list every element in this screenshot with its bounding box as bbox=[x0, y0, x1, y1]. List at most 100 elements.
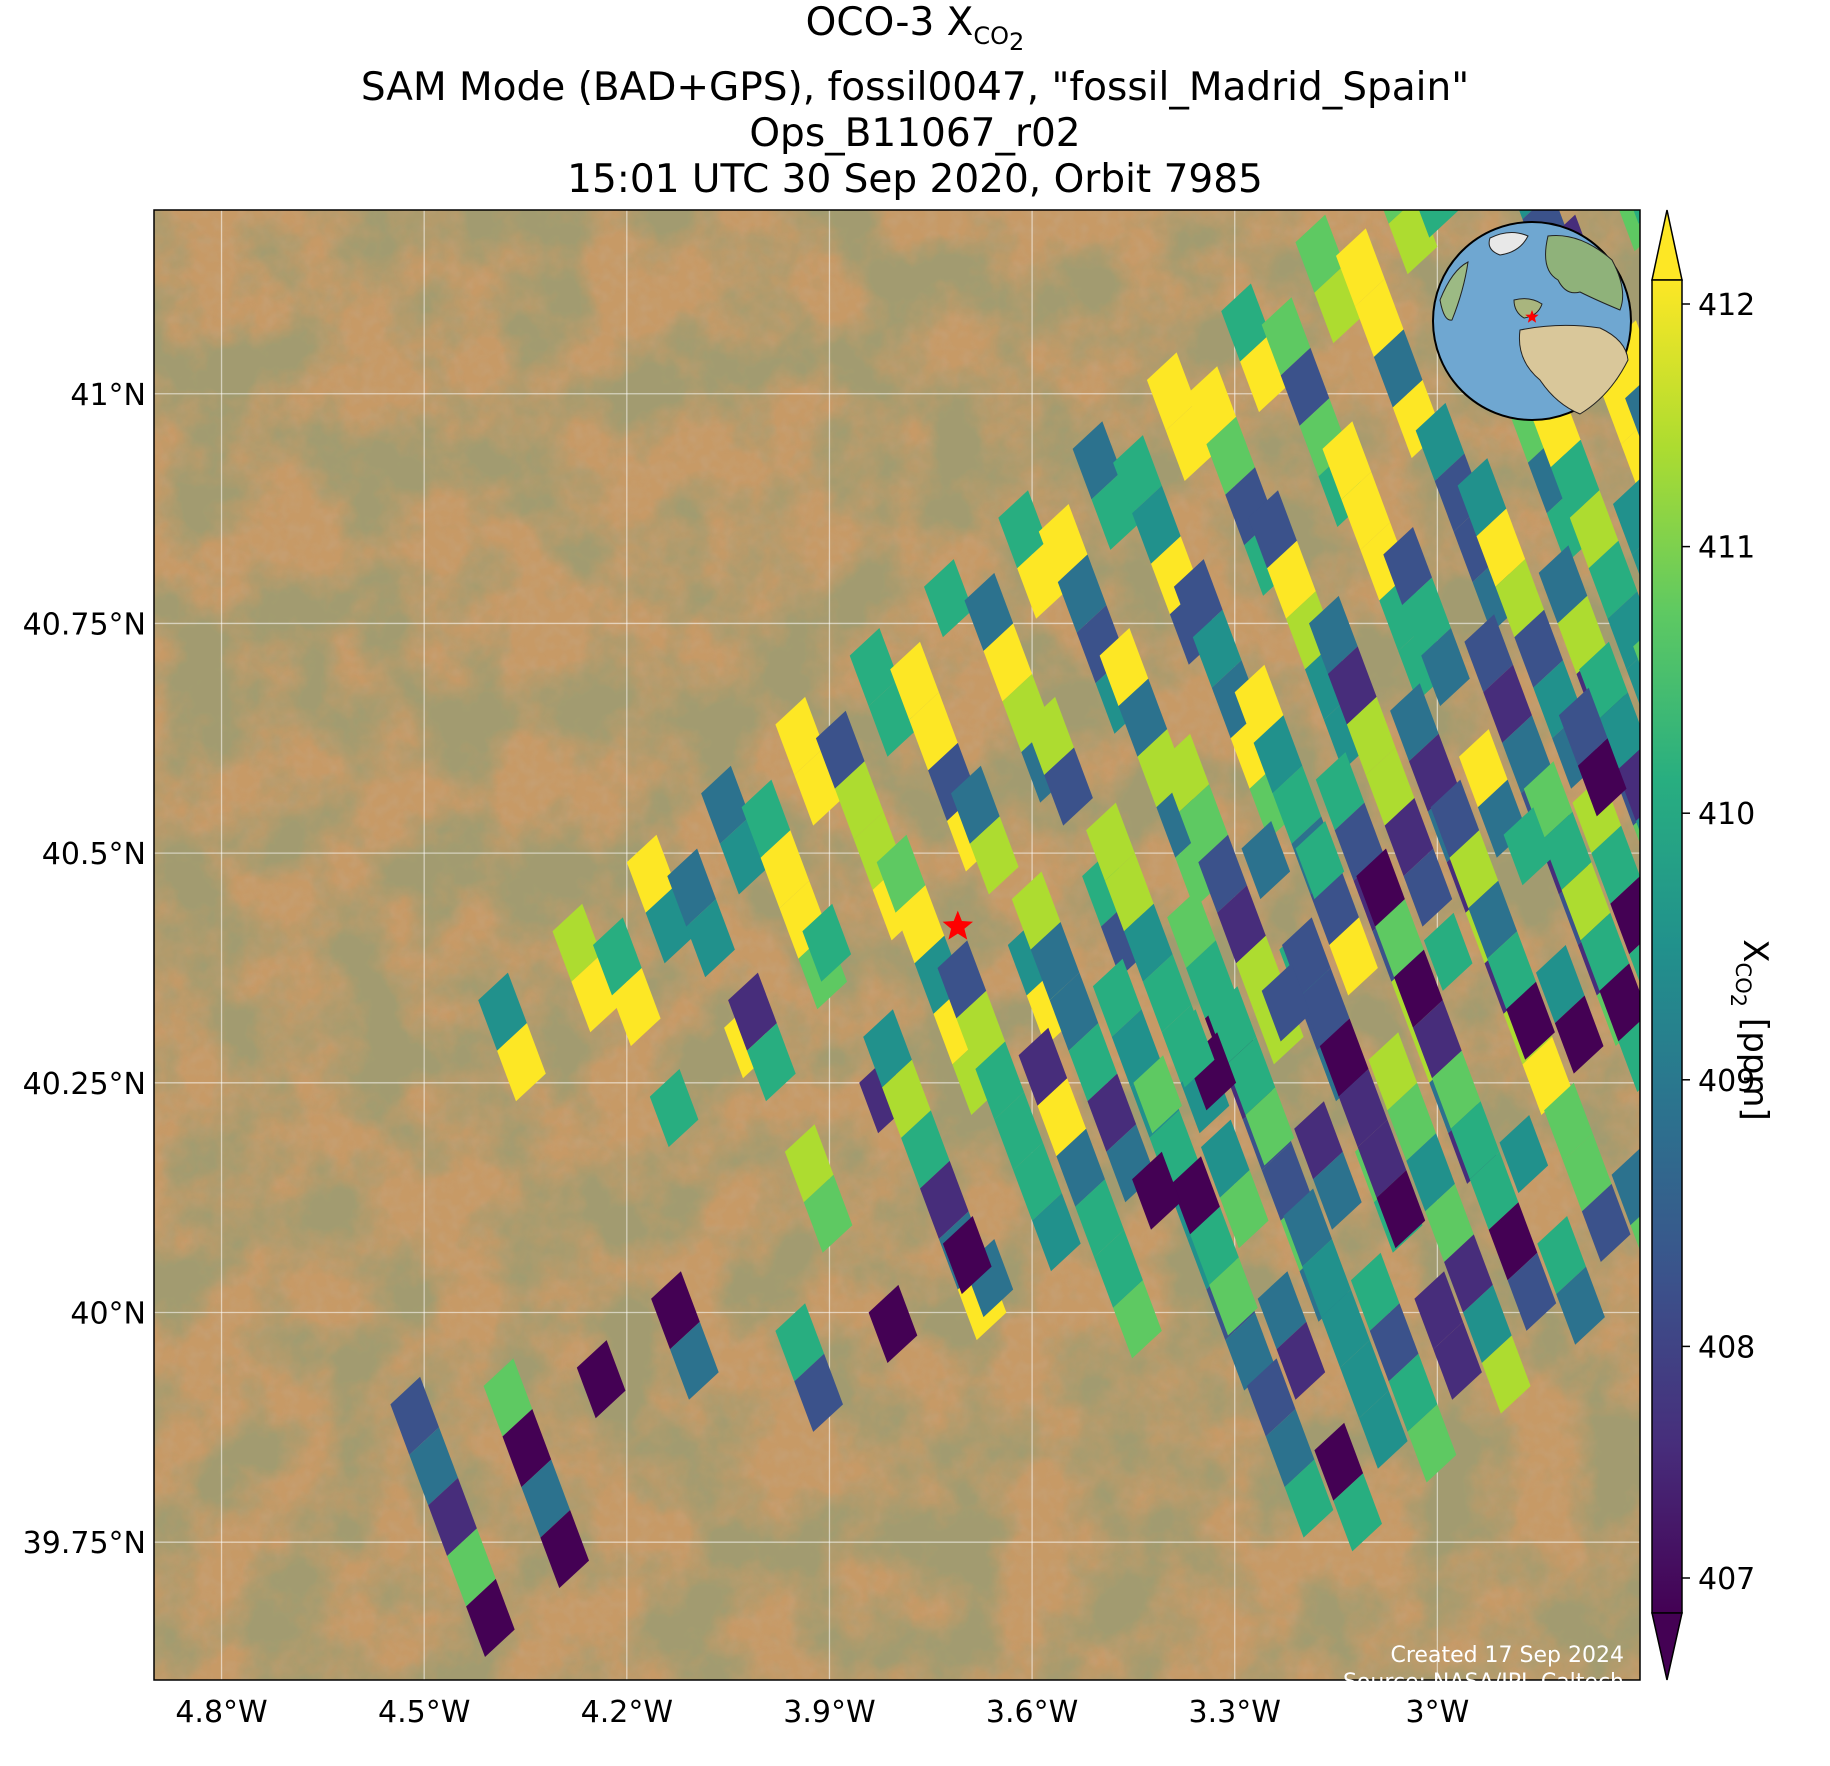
sounding-footprint bbox=[1483, 664, 1532, 743]
sounding-footprint bbox=[1124, 903, 1173, 982]
sounding-footprint bbox=[1319, 1018, 1369, 1097]
sounding-footprint bbox=[1365, 747, 1415, 826]
sounding-footprint bbox=[1142, 954, 1192, 1033]
sounding-footprint bbox=[1068, 1023, 1118, 1102]
sounding-footprint bbox=[447, 1528, 496, 1607]
lon-tick-label: 3.3°W bbox=[1189, 1695, 1281, 1730]
sounding-footprint bbox=[1209, 1257, 1258, 1336]
sounding-footprint bbox=[1186, 940, 1235, 1019]
sounding-footprint bbox=[1321, 1289, 1370, 1368]
lon-tick-label: 4.5°W bbox=[378, 1695, 470, 1730]
sounding-footprint bbox=[1621, 426, 1640, 495]
sounding-footprint bbox=[1487, 931, 1536, 1010]
sounding-footprint bbox=[1459, 729, 1508, 808]
sounding-footprint bbox=[1626, 656, 1640, 706]
sounding-footprint bbox=[1314, 1422, 1364, 1501]
sounding-footprint bbox=[1329, 917, 1378, 996]
sounding-footprint bbox=[1580, 912, 1630, 991]
sounding-footprint bbox=[1253, 715, 1303, 794]
sounding-footprint bbox=[1272, 765, 1322, 844]
sounding-footprint bbox=[1591, 825, 1640, 904]
sounding-footprint bbox=[1179, 784, 1228, 863]
sounding-footprint bbox=[1333, 1473, 1382, 1552]
sounding-footprint bbox=[1313, 1151, 1362, 1230]
sounding-footprint bbox=[1302, 1239, 1351, 1318]
sounding-footprint bbox=[1113, 435, 1162, 514]
sounding-footprint bbox=[651, 1271, 700, 1350]
lat-tick-label: 40.25°N bbox=[23, 1067, 146, 1102]
sounding-footprint bbox=[1406, 1133, 1455, 1212]
sounding-footprint bbox=[1522, 1036, 1572, 1115]
sounding-footprint bbox=[1430, 779, 1480, 858]
sounding-footprint bbox=[1113, 1280, 1162, 1359]
sounding-footprint bbox=[1336, 228, 1385, 307]
sounding-footprint bbox=[1384, 798, 1434, 877]
sounding-footprint bbox=[1507, 1252, 1557, 1331]
lat-tick-label: 41°N bbox=[70, 378, 146, 413]
sounding-footprint bbox=[576, 1340, 626, 1419]
sounding-footprint bbox=[924, 559, 973, 638]
sounding-footprint bbox=[1245, 1087, 1295, 1166]
sounding-footprint bbox=[1463, 1284, 1512, 1363]
sounding-footprint bbox=[1599, 963, 1640, 1042]
sounding-footprint bbox=[1315, 752, 1365, 831]
sounding-footprint bbox=[478, 972, 527, 1051]
sounding-footprint bbox=[1625, 384, 1640, 438]
sounding-footprint bbox=[1338, 1069, 1388, 1148]
sounding-footprint bbox=[1226, 1036, 1276, 1115]
sounding-footprint bbox=[1611, 1148, 1640, 1226]
sounding-footprint bbox=[1542, 811, 1592, 890]
sounding-footprint bbox=[1032, 1193, 1081, 1272]
sounding-footprint bbox=[1464, 614, 1513, 693]
sounding-footprint bbox=[612, 968, 661, 1047]
sounding-footprint bbox=[1407, 1404, 1457, 1483]
colorbar-tick-label: 411 bbox=[1698, 531, 1755, 566]
sounding-footprint bbox=[1087, 1073, 1137, 1152]
lat-tick-label: 40.75°N bbox=[23, 607, 146, 642]
sounding-footprint bbox=[1503, 807, 1553, 886]
sounding-footprint bbox=[1201, 1119, 1250, 1198]
sounding-footprint bbox=[1011, 871, 1061, 950]
sounding-footprint bbox=[428, 1477, 477, 1556]
sounding-footprint bbox=[1221, 283, 1270, 362]
sounding-footprint bbox=[1206, 416, 1255, 495]
sounding-footprint bbox=[1630, 1216, 1640, 1251]
sounding-footprint bbox=[728, 972, 777, 1051]
sounding-footprint bbox=[1094, 1229, 1143, 1308]
sounding-footprint bbox=[1577, 738, 1627, 817]
sounding-footprint bbox=[1132, 485, 1181, 564]
map-tick-labels: 4.8°W 4.5°W 4.2°W 3.9°W 3.6°W 3.3°W 3°W 41°N 40.… bbox=[23, 378, 1470, 1730]
sounding-footprint bbox=[1056, 1128, 1105, 1207]
sounding-footprint bbox=[1171, 1156, 1220, 1235]
sounding-footprint bbox=[1376, 1170, 1426, 1249]
sounding-footprint bbox=[1295, 821, 1345, 900]
sounding-footprint bbox=[1357, 1119, 1407, 1198]
sounding-footprint bbox=[1057, 554, 1107, 633]
sounding-footprint bbox=[775, 1303, 825, 1382]
target-star-marker bbox=[942, 910, 973, 940]
colorbar-min-extension bbox=[1651, 1612, 1683, 1681]
sounding-footprint bbox=[1295, 214, 1345, 293]
title-line-1: OCO-3 XCO2 bbox=[805, 0, 1025, 56]
sounding-footprint bbox=[1519, 210, 1533, 220]
sounding-footprint bbox=[1265, 1409, 1315, 1488]
sounding-footprint bbox=[1309, 595, 1358, 674]
sounding-footprint bbox=[1038, 504, 1088, 583]
lat-tick-label: 40.5°N bbox=[42, 837, 146, 872]
colorbar-tick-label: 412 bbox=[1698, 288, 1755, 323]
sounding-footprint bbox=[1383, 210, 1404, 224]
sounding-footprint bbox=[1514, 609, 1563, 688]
sounding-footprint bbox=[502, 1409, 552, 1488]
lat-tick-label: 39.75°N bbox=[23, 1526, 146, 1561]
globe-inset bbox=[1432, 221, 1632, 421]
sounding-footprint bbox=[1468, 880, 1518, 959]
sounding-footprint bbox=[1631, 547, 1640, 577]
sounding-footprint bbox=[390, 1376, 439, 1455]
sounding-footprint bbox=[667, 848, 716, 927]
colorbar-gradient bbox=[1651, 279, 1683, 1614]
credit-created: Created 17 Sep 2024 bbox=[1390, 1643, 1625, 1668]
sounding-footprint bbox=[1246, 1358, 1296, 1437]
sounding-footprint bbox=[920, 1160, 969, 1239]
